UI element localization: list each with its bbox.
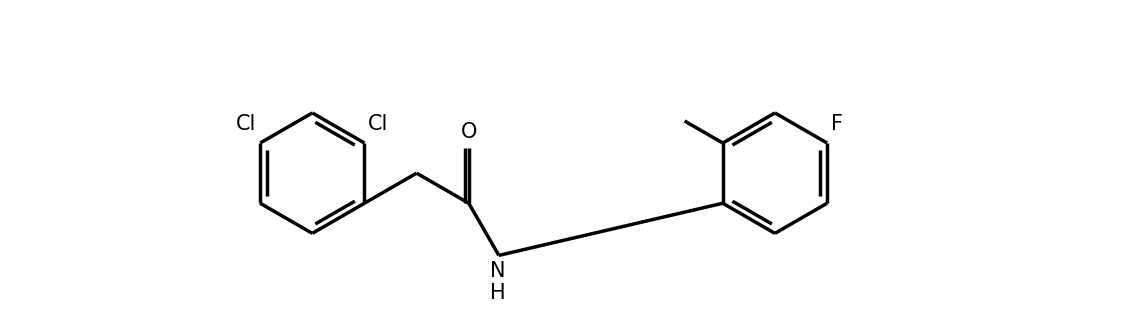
Text: N: N: [489, 261, 505, 281]
Text: F: F: [832, 114, 843, 134]
Text: Cl: Cl: [236, 114, 257, 134]
Text: Cl: Cl: [368, 114, 388, 134]
Text: O: O: [461, 122, 477, 142]
Text: H: H: [489, 283, 505, 302]
